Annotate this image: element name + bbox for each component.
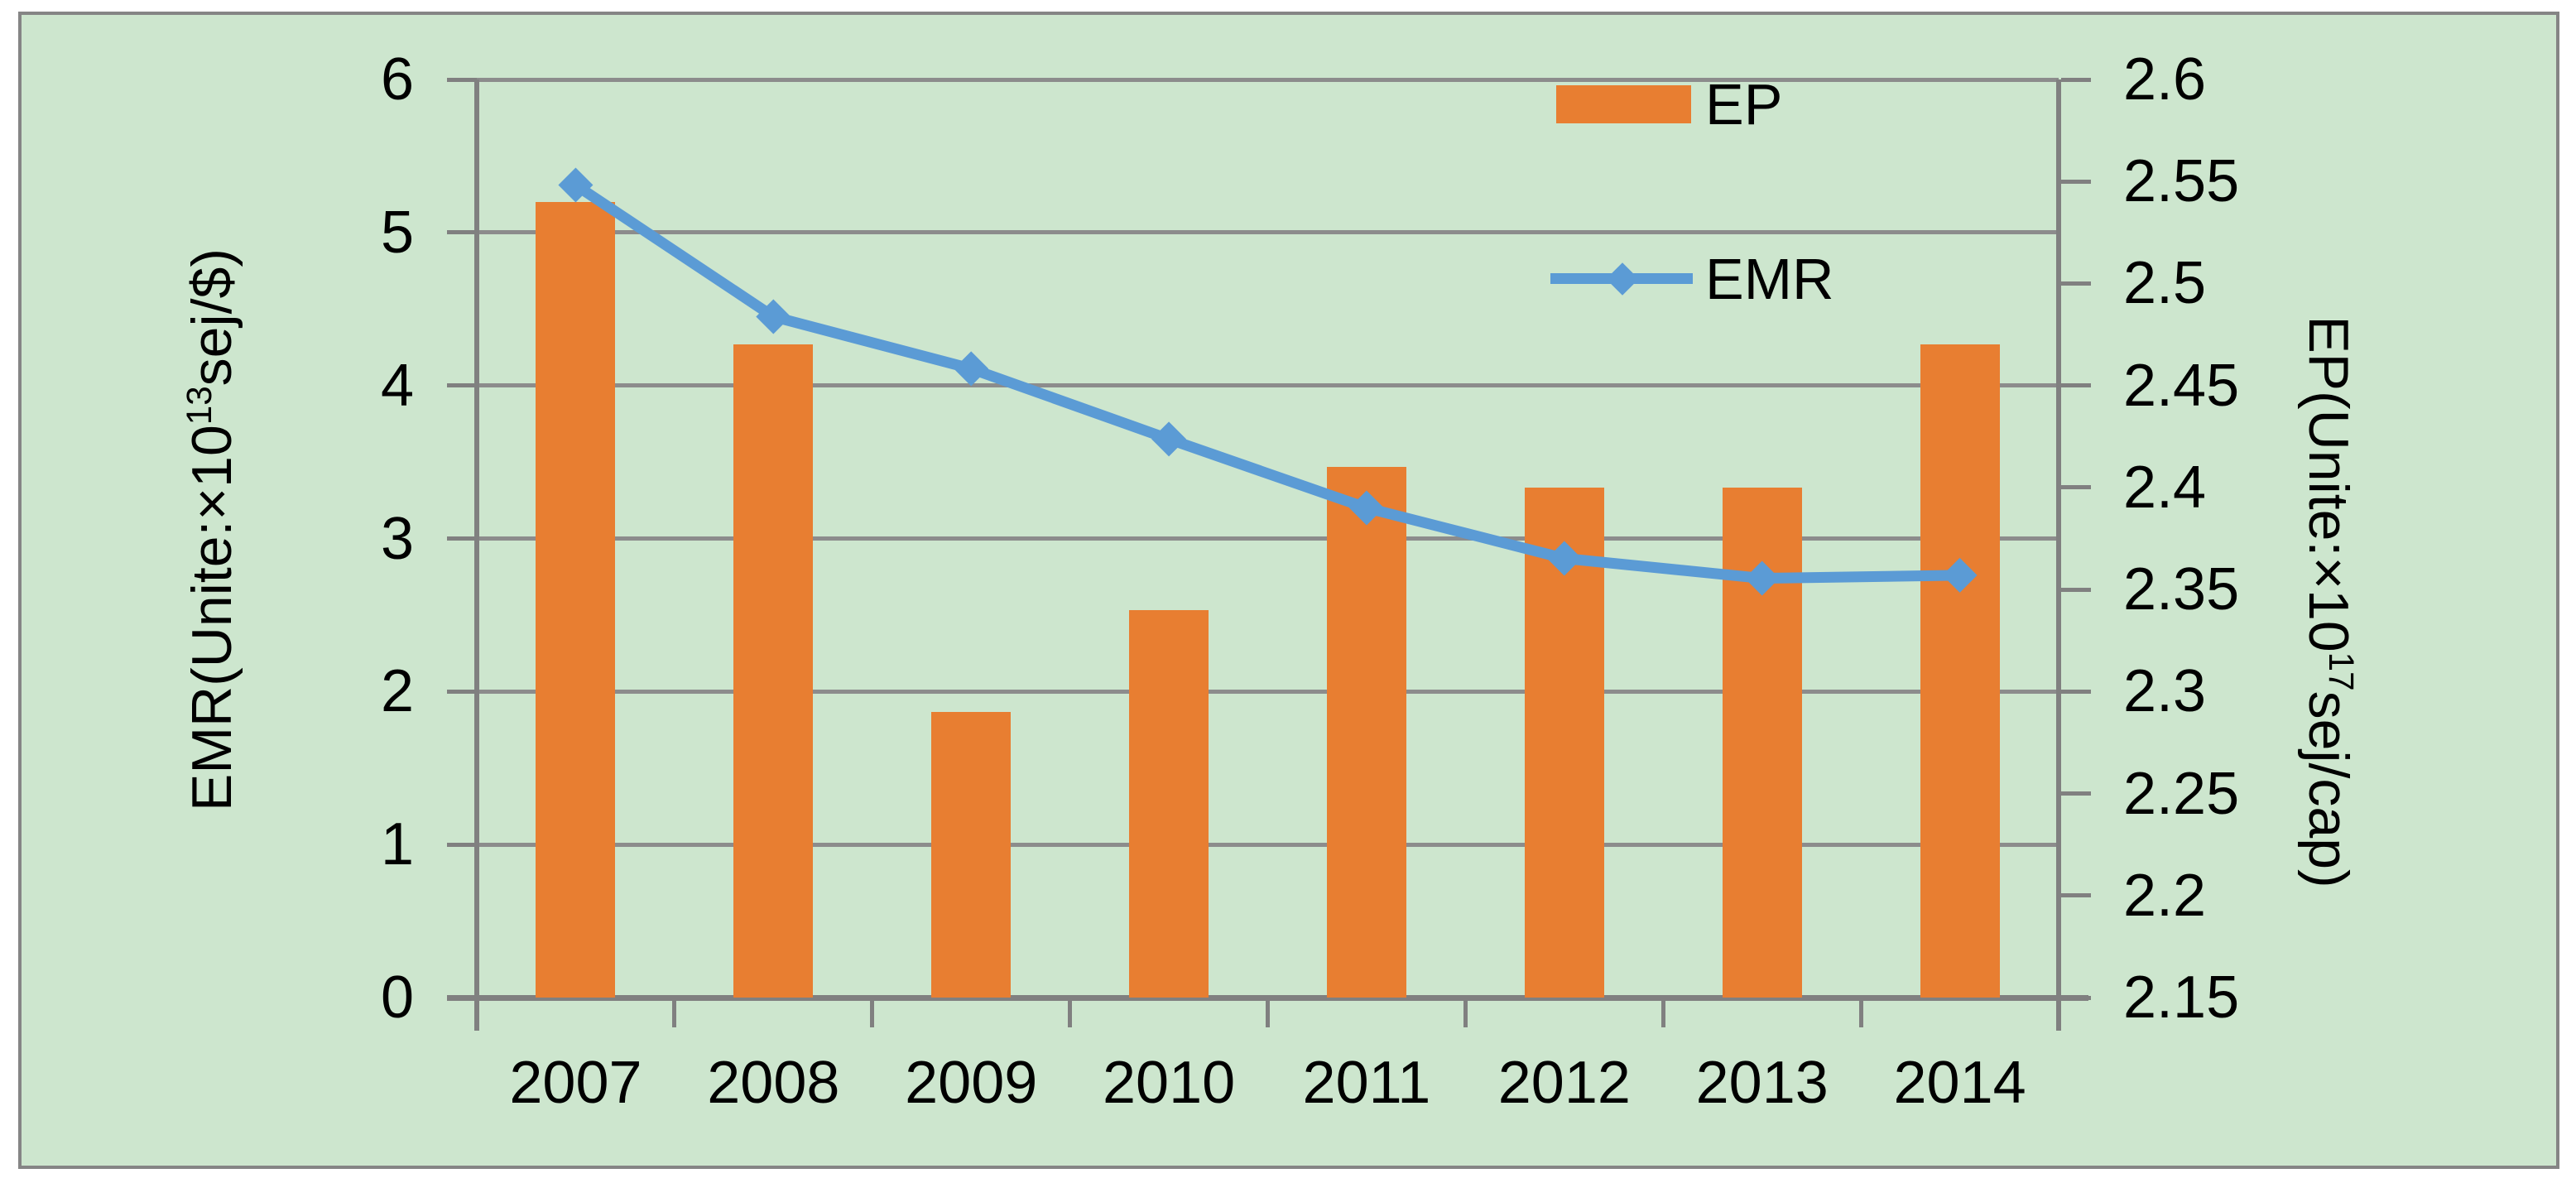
right-axis-title-text: EP(Unite:×10	[2297, 315, 2361, 652]
right-axis-title-exponent: 17	[2321, 652, 2361, 691]
right-axis-title: EP(Unite:×1017sej/cap)	[2297, 315, 2361, 888]
legend-emr-label: EMR	[1705, 247, 1834, 311]
left-axis-title-text: EMR(Unite:×10	[180, 425, 243, 811]
left-axis-title-unit: sej/$)	[180, 248, 243, 387]
legend-ep-label: EP	[1705, 72, 1783, 137]
legend-ep-swatch	[1556, 85, 1691, 123]
chart-panel	[18, 12, 2559, 1169]
right-axis-title-unit: sej/cap)	[2297, 690, 2361, 888]
left-axis-title: EMR(Unite:×1013sej/$)	[180, 248, 243, 811]
left-axis-title-exponent: 13	[180, 386, 219, 426]
